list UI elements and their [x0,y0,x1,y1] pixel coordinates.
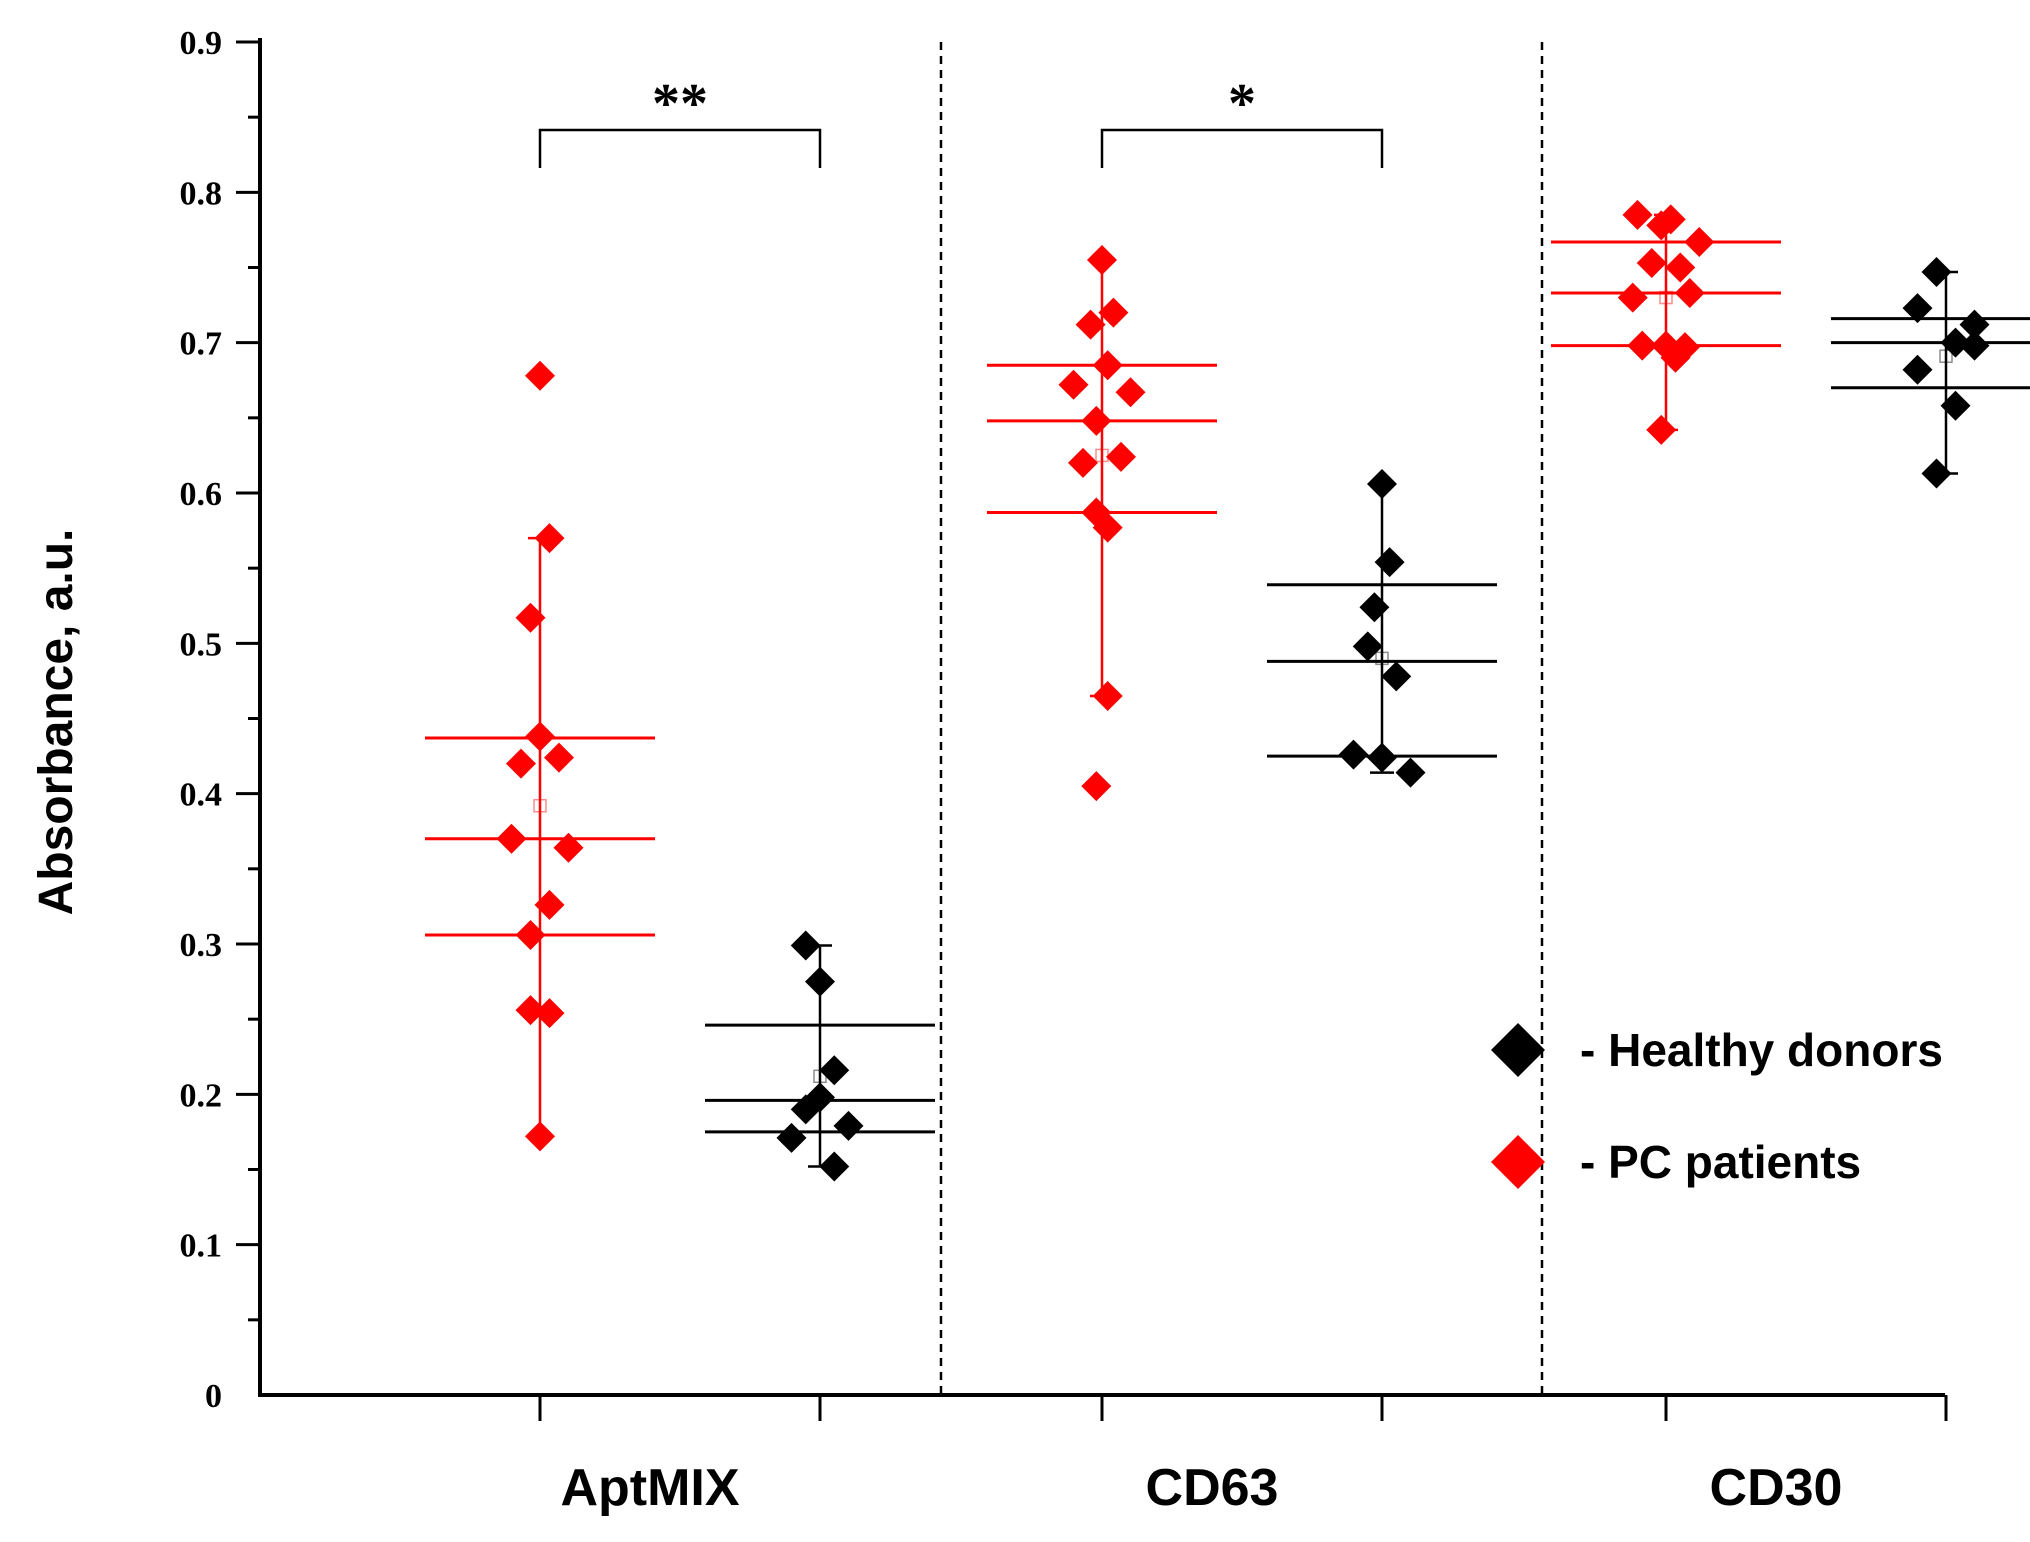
pc-patient-point [496,823,527,854]
category-label: CD30 [1710,1459,1843,1517]
healthy-donor-point [1959,330,1990,361]
y-tick-label: 0.9 [180,25,223,62]
pc-patient-point [1058,369,1089,400]
pc-patient-point [1081,405,1112,436]
significance-brackets: ** * [538,73,1384,168]
healthy-donor-point [1940,327,1971,358]
pc-patient-point [534,889,565,920]
pc-patient-point [553,832,584,863]
y-tick-labels: 0 0.1 0.2 0.3 0.4 0.5 0.6 0.7 0.8 0.9 [180,25,223,1415]
pc-patient-point [544,742,574,773]
legend: - Healthy donors - PC patients [1491,1023,1943,1189]
pc-patient-point [534,998,565,1029]
legend-marker [1491,1135,1545,1189]
pc-patient-point [506,748,536,779]
pc-patient-point [1075,309,1106,340]
pc-patient-point [1092,350,1123,381]
category-labels: AptMIX CD63 CD30 [560,1459,1842,1517]
mean-marker [1659,290,1673,305]
pc-patient-point [1627,330,1658,361]
healthy-donor-point [1367,468,1397,499]
y-axis-title: Absorbance, a.u. [30,529,83,916]
pc-patient-point [1665,252,1696,283]
healthy-donor-point [1940,390,1971,421]
pc-patient-point [515,995,546,1026]
pc-patient-point [1622,199,1653,230]
y-tick-label: 0.1 [180,1228,223,1265]
healthy-donor-point [1338,739,1369,770]
pc-patient-point [1092,512,1123,543]
healthy-donor-point [1902,354,1933,385]
category-label: AptMIX [560,1459,739,1517]
pc-patient-point [1092,680,1123,711]
y-tick-label: 0.5 [180,626,223,663]
pc-patient-point [1081,771,1112,802]
healthy-donor-point [1359,592,1390,623]
pc-patient-point [1646,414,1677,445]
significance-label: * [1228,73,1256,135]
y-tick-label: 0.6 [180,476,223,513]
category-label: CD63 [1146,1459,1279,1517]
pc-patient-point [1106,441,1136,472]
axes [236,38,1948,1421]
healthy-donor-point [790,930,821,961]
pc-patient-point [515,919,546,950]
y-tick-label: 0.7 [180,326,223,363]
mean-marker [533,798,547,813]
healthy-donor-point [776,1122,807,1153]
y-tick-label: 0.2 [180,1077,223,1114]
pc-patient-point [1617,282,1648,313]
legend-marker [1491,1023,1545,1077]
pc-patient-point [515,602,546,633]
healthy-donor-point [833,1110,864,1141]
significance-bracket [1100,128,1384,168]
significance-bracket [538,128,822,168]
healthy-donor-point [805,1082,835,1113]
pc-patient-point [525,360,555,391]
mean-marker [1939,349,1953,363]
y-tick-label: 0 [205,1378,222,1415]
pc-patient-point [1098,297,1129,328]
healthy-donor-point [1352,631,1383,662]
healthy-donor-point [819,1151,850,1182]
pc-patient-point [1684,226,1715,257]
y-tick-label: 0.4 [180,777,223,814]
healthy-donor-point [1395,757,1426,788]
pc-patient-point [534,523,565,554]
healthy-donor-point [1902,293,1933,324]
group-separators [939,42,1544,1395]
pc-patient-point [525,721,555,752]
data-points [496,199,1990,1182]
healthy-donor-point [805,966,835,997]
pc-patient-point [1674,278,1705,309]
y-tick-label: 0.3 [180,927,223,964]
healthy-donor-point [1921,458,1952,489]
healthy-donor-point [819,1055,850,1086]
healthy-donor-point [1374,547,1405,578]
healthy-donor-point [1959,309,1990,340]
significance-label: ** [652,73,708,135]
legend-label: - Healthy donors [1580,1024,1943,1076]
pc-patient-point [1115,377,1146,408]
pc-patient-point [1670,332,1700,363]
mean-marker [1375,651,1389,666]
pc-patient-point [525,1121,555,1152]
legend-label: - PC patients [1580,1136,1861,1188]
healthy-donor-point [1921,257,1952,288]
healthy-donor-point [1381,661,1412,692]
pc-patient-point [1655,204,1686,235]
pc-patient-point [1068,447,1098,478]
pc-patient-point [1087,244,1117,275]
healthy-donor-point [1367,742,1397,773]
y-tick-label: 0.8 [180,175,223,212]
pc-patient-point [1636,247,1667,278]
